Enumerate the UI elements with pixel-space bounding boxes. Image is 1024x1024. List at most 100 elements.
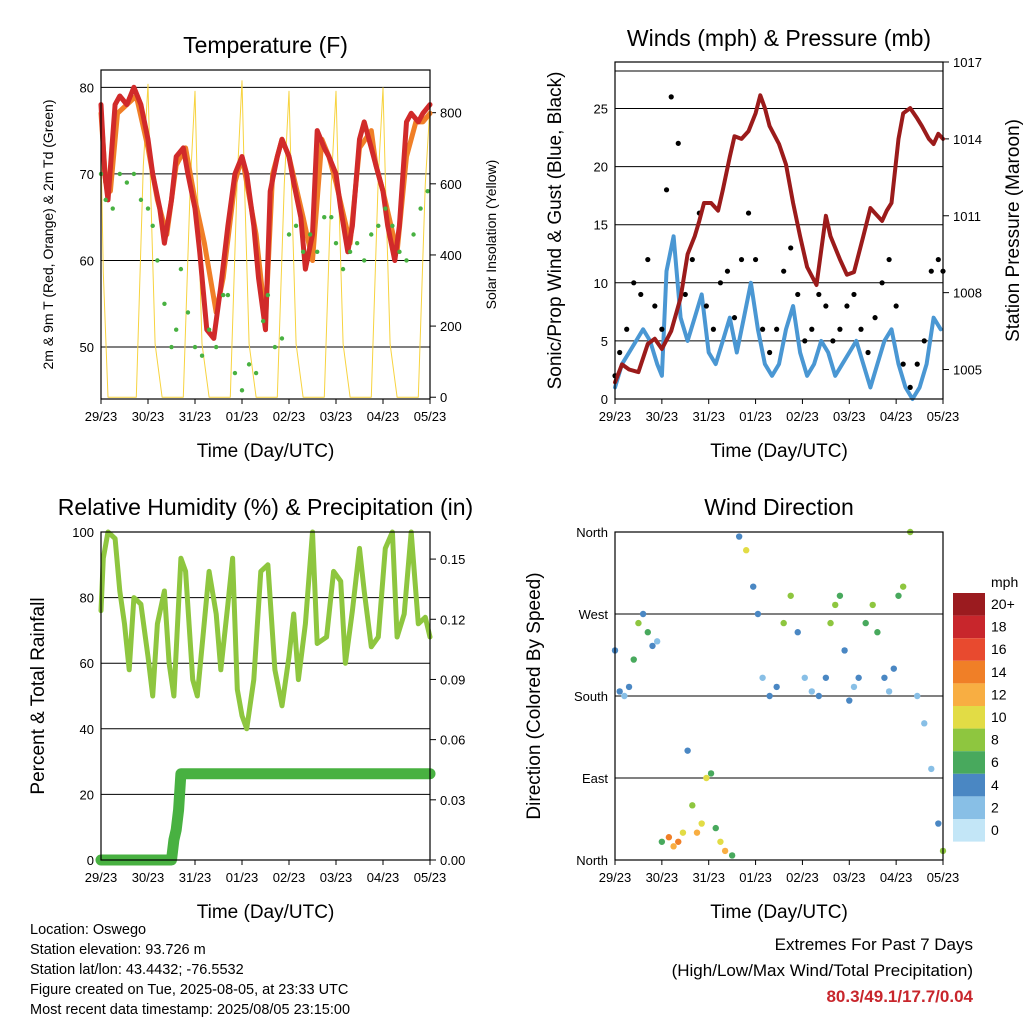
y-tick-label: South [574, 689, 608, 704]
dewpoint-point [404, 258, 409, 263]
gust-point [710, 326, 717, 332]
y-axis-label-right: Solar Insolation (Yellow) [483, 160, 499, 310]
direction-point [846, 697, 853, 704]
colorbar-label: 16 [991, 641, 1007, 657]
colorbar-label: 6 [991, 754, 999, 770]
precipitation-series [95, 768, 436, 866]
gust-point [928, 268, 934, 274]
x-tick-label: 31/23 [692, 409, 725, 424]
dewpoint-point [138, 197, 144, 203]
x-tick-label: 03/23 [320, 870, 353, 885]
gust-point [865, 349, 871, 356]
y-tick-label: East [582, 771, 608, 786]
direction-point [616, 688, 623, 695]
dewpoint-point [347, 249, 353, 255]
dewpoint-point [411, 232, 416, 237]
dewpoint-point [155, 258, 160, 263]
colorbar-swatch [953, 683, 985, 706]
direction-point [841, 647, 848, 654]
direction-point [750, 583, 757, 590]
relative-humidity-series [98, 529, 433, 732]
y-tick-label-right: 1017 [953, 55, 982, 70]
dewpoint-point [293, 223, 299, 229]
dewpoint-point [376, 223, 381, 229]
y-tick-label: 0 [87, 853, 94, 868]
y-tick-label: North [576, 853, 608, 868]
dewpoint-point [131, 171, 137, 177]
colorbar-label: 4 [991, 777, 999, 793]
dewpoint-point [279, 336, 285, 341]
dewpoint-point [213, 344, 219, 350]
gust-point [802, 338, 808, 344]
y-axis-label: Direction (Colored By Speed) [524, 572, 545, 819]
direction-point [698, 820, 705, 827]
gust-point [638, 291, 644, 298]
gust-point [659, 326, 665, 332]
plot-border [100, 69, 431, 400]
dewpoint-point [300, 249, 306, 255]
dewpoint-point [265, 292, 271, 298]
x-tick-label: 02/23 [273, 409, 306, 424]
dewpoint-point [286, 232, 292, 237]
dewpoint-point [232, 370, 238, 376]
y-tick-label-right: 600 [440, 177, 462, 192]
direction-point [869, 601, 876, 609]
gust-point [668, 94, 674, 100]
gust-point [872, 315, 878, 321]
direction-point [728, 852, 736, 859]
direction-point [801, 674, 808, 681]
gust-point [914, 361, 920, 367]
x-tick-label: 05/23 [927, 870, 960, 885]
dewpoint-point [329, 214, 334, 220]
colorbar-label: 12 [991, 686, 1007, 702]
gust-point [738, 256, 745, 263]
y-tick-label: 15 [594, 218, 608, 233]
x-tick-label: 29/23 [85, 409, 118, 424]
gust-point [886, 256, 892, 263]
x-axis-label: Time (Day/UTC) [197, 902, 335, 923]
colorbar-label: 18 [991, 619, 1007, 635]
extremes-subtitle: (High/Low/Max Wind/Total Precipitation) [671, 961, 973, 980]
colorbar-label: 2 [991, 799, 999, 815]
pressure-series [613, 93, 945, 385]
figure-created: Figure created on Tue, 2025-08-05, at 23… [30, 982, 349, 998]
gust-point [652, 303, 658, 309]
gust-point [795, 291, 801, 298]
colorbar-swatch [953, 638, 985, 661]
dewpoint-point [369, 232, 374, 237]
gust-point [724, 268, 731, 274]
gust-point [858, 326, 864, 332]
gust-point [837, 326, 843, 332]
x-tick-label: 29/23 [599, 870, 632, 885]
dewpoint-point [169, 344, 174, 350]
dewpoint-point [390, 223, 395, 229]
station-location: Location: Oswego [30, 922, 147, 938]
dewpoint-point [221, 292, 226, 298]
x-tick-label: 02/23 [786, 870, 819, 885]
dewpoint-point [315, 249, 320, 255]
y-tick-label: 40 [80, 722, 94, 737]
dewpoint-point [260, 318, 266, 324]
y-tick-label-right: 0.09 [440, 672, 465, 687]
gust-point [823, 303, 829, 309]
direction-point [754, 610, 762, 618]
dewpoint-point [117, 171, 123, 177]
colorbar-swatch [953, 819, 985, 842]
y-axis-label: Sonic/Prop Wind & Gust (Blue, Black) [545, 72, 566, 390]
x-tick-label: 02/23 [786, 409, 819, 424]
gust-point [645, 256, 651, 263]
direction-point [630, 656, 637, 663]
x-tick-label: 01/23 [226, 870, 259, 885]
direction-point [855, 674, 862, 681]
x-tick-label: 01/23 [226, 409, 259, 424]
direction-point [815, 692, 823, 700]
y-tick-label: 60 [80, 656, 94, 671]
x-tick-label: 04/23 [880, 870, 913, 885]
gust-point [760, 326, 766, 332]
direction-point [658, 838, 666, 845]
direction-point [684, 747, 691, 754]
direction-point [679, 829, 687, 836]
direction-point [862, 619, 869, 627]
chart-title: Temperature (F) [183, 32, 348, 58]
direction-point [850, 683, 858, 691]
